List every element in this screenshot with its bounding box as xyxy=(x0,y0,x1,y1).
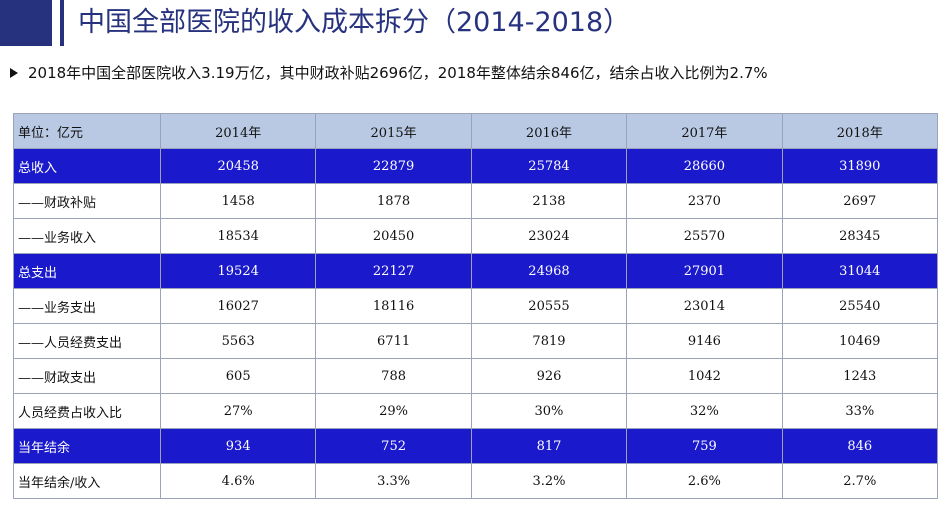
table-header-row: 单位：亿元 2014年 2015年 2016年 2017年 2018年 xyxy=(13,113,939,149)
year-header: 2015年 xyxy=(315,113,472,149)
table-cell: 5563 xyxy=(159,323,317,359)
table-cell: 2138 xyxy=(470,183,628,219)
table-cell: 1243 xyxy=(781,358,939,394)
table-row: 总支出 19524 22127 24968 27901 31044 xyxy=(13,253,939,289)
year-header: 2014年 xyxy=(159,113,317,149)
table-row: ——人员经费支出 5563 6711 7819 9146 10469 xyxy=(13,323,939,359)
table-cell: 10469 xyxy=(781,323,939,359)
table-cell: 2370 xyxy=(626,183,783,219)
summary-line: 2018年中国全部医院收入3.19万亿，其中财政补贴2696亿，2018年整体结… xyxy=(10,62,768,84)
table-cell: 18534 xyxy=(159,218,317,254)
row-label: 当年结余 xyxy=(13,428,161,464)
year-header: 2017年 xyxy=(626,113,783,149)
table-cell: 4.6% xyxy=(159,463,317,499)
table-body: 总收入 20458 22879 25784 28660 31890 ——财政补贴 1458 18… xyxy=(13,148,939,499)
table-cell: 6711 xyxy=(315,323,472,359)
table-cell: 2697 xyxy=(781,183,939,219)
right-triangle-bullet-icon xyxy=(10,68,18,78)
row-label: ——人员经费支出 xyxy=(13,323,161,359)
row-label: ——业务支出 xyxy=(13,288,161,324)
table-cell: 28660 xyxy=(626,148,783,184)
row-label: ——财政补贴 xyxy=(13,183,161,219)
table-cell: 788 xyxy=(315,358,472,394)
table-cell: 24968 xyxy=(470,253,628,289)
table-cell: 1042 xyxy=(626,358,783,394)
table-row: ——业务支出 16027 18116 20555 23014 25540 xyxy=(13,288,939,324)
table-cell: 20555 xyxy=(470,288,628,324)
revenue-cost-table: 单位：亿元 2014年 2015年 2016年 2017年 2018年 总收入 2… xyxy=(13,113,939,499)
row-label: ——财政支出 xyxy=(13,358,161,394)
row-label: 总支出 xyxy=(13,253,161,289)
table-cell: 18116 xyxy=(315,288,472,324)
table-cell: 846 xyxy=(781,428,939,464)
table-cell: 30% xyxy=(470,393,628,429)
page-title: 中国全部医院的收入成本拆分（2014-2018） xyxy=(78,7,631,38)
table-cell: 934 xyxy=(159,428,317,464)
table-cell: 817 xyxy=(470,428,628,464)
table-row: 人员经费占收入比 27% 29% 30% 32% 33% xyxy=(13,393,939,429)
summary-text: 2018年中国全部医院收入3.19万亿，其中财政补贴2696亿，2018年整体结… xyxy=(28,64,768,82)
table-cell: 31044 xyxy=(781,253,939,289)
table-cell: 19524 xyxy=(159,253,317,289)
table-row: ——财政支出 605 788 926 1042 1243 xyxy=(13,358,939,394)
table-cell: 1458 xyxy=(159,183,317,219)
table-cell: 2.7% xyxy=(781,463,939,499)
table-cell: 20450 xyxy=(315,218,472,254)
table-cell: 32% xyxy=(626,393,783,429)
table-cell: 27901 xyxy=(626,253,783,289)
table-cell: 23024 xyxy=(470,218,628,254)
table-cell: 752 xyxy=(315,428,472,464)
table-row: ——业务收入 18534 20450 23024 25570 28345 xyxy=(13,218,939,254)
row-label: ——业务收入 xyxy=(13,218,161,254)
table-cell: 16027 xyxy=(159,288,317,324)
table-cell: 22127 xyxy=(315,253,472,289)
table-cell: 2.6% xyxy=(626,463,783,499)
table-row: 总收入 20458 22879 25784 28660 31890 xyxy=(13,148,939,184)
table-cell: 25540 xyxy=(781,288,939,324)
title-accent-bar xyxy=(60,0,64,46)
table-cell: 22879 xyxy=(315,148,472,184)
title-accent-block xyxy=(0,0,52,46)
table-cell: 1878 xyxy=(315,183,472,219)
year-header: 2016年 xyxy=(470,113,628,149)
table-cell: 3.2% xyxy=(470,463,628,499)
table-row: 当年结余/收入 4.6% 3.3% 3.2% 2.6% 2.7% xyxy=(13,463,939,499)
table-row: 当年结余 934 752 817 759 846 xyxy=(13,428,939,464)
table-cell: 7819 xyxy=(470,323,628,359)
table-cell: 3.3% xyxy=(315,463,472,499)
table-cell: 27% xyxy=(159,393,317,429)
table-cell: 759 xyxy=(626,428,783,464)
table-cell: 28345 xyxy=(781,218,939,254)
table-cell: 23014 xyxy=(626,288,783,324)
row-label: 当年结余/收入 xyxy=(13,463,161,499)
table-cell: 25570 xyxy=(626,218,783,254)
table-cell: 926 xyxy=(470,358,628,394)
year-header: 2018年 xyxy=(781,113,939,149)
table-cell: 29% xyxy=(315,393,472,429)
table-cell: 25784 xyxy=(470,148,628,184)
table-cell: 33% xyxy=(781,393,939,429)
table-row: ——财政补贴 1458 1878 2138 2370 2697 xyxy=(13,183,939,219)
row-label: 总收入 xyxy=(13,148,161,184)
unit-header: 单位：亿元 xyxy=(13,113,161,149)
table-cell: 9146 xyxy=(626,323,783,359)
row-label: 人员经费占收入比 xyxy=(13,393,161,429)
table-cell: 31890 xyxy=(781,148,939,184)
table-cell: 20458 xyxy=(159,148,317,184)
table-cell: 605 xyxy=(159,358,317,394)
